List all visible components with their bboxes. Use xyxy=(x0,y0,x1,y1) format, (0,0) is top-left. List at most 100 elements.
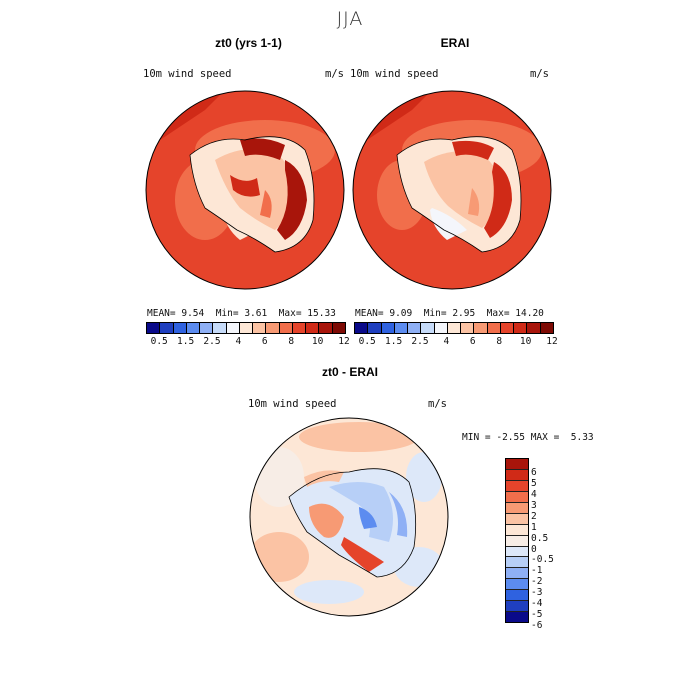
left-colorbar-swatch xyxy=(186,323,201,333)
diff-units-label: m/s xyxy=(428,398,447,410)
left-colorbar-swatch xyxy=(200,323,214,333)
diff-min-label: MIN = xyxy=(462,432,491,443)
right-colorbar-tick-label: 10 xyxy=(519,336,532,347)
diff-colorbar-swatch xyxy=(506,469,528,481)
diff-panel-title: zt0 - ERAI xyxy=(321,365,378,379)
diff-colorbar-swatch xyxy=(506,590,528,602)
left-mean-value: 9.54 xyxy=(181,308,205,319)
diff-colorbar-label: 6 xyxy=(531,467,537,479)
left-colorbar-ticks: 0.5 1.5 2.5 4 6 8 10 12 xyxy=(146,336,350,348)
left-wind-map xyxy=(145,90,345,290)
diff-colorbar-label: 0.5 xyxy=(531,532,549,544)
left-colorbar-swatch xyxy=(292,323,307,333)
diff-colorbar-swatch xyxy=(506,612,528,623)
diff-variable-label: 10m wind speed xyxy=(248,398,337,410)
right-colorbar-swatch xyxy=(381,323,395,333)
right-colorbar-swatch xyxy=(368,323,382,333)
diff-colorbar-swatch xyxy=(506,459,528,470)
right-colorbar-swatch xyxy=(421,323,435,333)
left-units-label: m/s xyxy=(325,68,344,80)
left-colorbar-tick-label: 1.5 xyxy=(177,336,195,347)
diff-colorbar-label: 5 xyxy=(531,478,537,490)
diff-colorbar-swatch xyxy=(506,579,528,591)
right-colorbar-swatch xyxy=(447,323,462,333)
left-colorbar-tick-label: 2.5 xyxy=(203,336,221,347)
diff-colorbar-swatch xyxy=(506,524,528,536)
right-min-value: 2.95 xyxy=(452,308,476,319)
right-colorbar-ticks: 0.5 1.5 2.5 4 6 8 10 12 xyxy=(354,336,558,348)
diff-min-value: -2.55 xyxy=(496,432,525,443)
left-colorbar-tick-label: 6 xyxy=(261,336,268,347)
left-colorbar-swatch xyxy=(226,323,240,333)
left-colorbar-swatch xyxy=(213,323,227,333)
diff-colorbar xyxy=(505,458,529,623)
diff-colorbar-label: 0 xyxy=(531,543,537,555)
diff-colorbar-label: 3 xyxy=(531,500,537,512)
left-colorbar-tick-label: 4 xyxy=(235,336,242,347)
diff-colorbar-label: -2 xyxy=(531,576,543,588)
right-colorbar-tick-label: 12 xyxy=(546,336,558,347)
diff-colorbar-label: -1 xyxy=(531,565,543,577)
diff-colorbar-swatch xyxy=(506,491,528,503)
diff-colorbar-swatch xyxy=(506,513,528,525)
diff-colorbar-swatch xyxy=(506,601,528,613)
diff-colorbar-label: -3 xyxy=(531,586,543,598)
right-colorbar-tick-label: 2.5 xyxy=(411,336,429,347)
left-colorbar-swatch xyxy=(160,323,174,333)
right-colorbar-tick-label: 1.5 xyxy=(385,336,403,347)
right-colorbar-swatch xyxy=(408,323,422,333)
figure-title: JJA xyxy=(336,8,364,30)
left-panel-title: zt0 (yrs 1-1) xyxy=(215,36,282,50)
left-colorbar-swatch xyxy=(253,323,267,333)
right-panel-title: ERAI xyxy=(440,36,470,50)
left-colorbar-tick-label: 10 xyxy=(311,336,324,347)
diff-colorbar-swatch xyxy=(506,568,528,580)
right-colorbar-tick-label: 4 xyxy=(443,336,450,347)
diff-colorbar-swatch xyxy=(506,480,528,492)
right-colorbar-swatch xyxy=(500,323,515,333)
left-colorbar-tick-label: 12 xyxy=(338,336,350,347)
right-max-value: 14.20 xyxy=(515,308,544,319)
right-mean-value: 9.09 xyxy=(389,308,413,319)
right-max-label: Max= xyxy=(486,308,510,319)
left-colorbar-swatch xyxy=(147,323,161,333)
diff-colorbar-label: -6 xyxy=(531,619,543,631)
left-mean-label: MEAN= xyxy=(147,308,176,319)
right-min-label: Min= xyxy=(423,308,447,319)
right-colorbar-swatch xyxy=(487,323,501,333)
diff-stats: MIN = -2.55 MAX = 5.33 xyxy=(462,432,594,443)
left-min-label: Min= xyxy=(215,308,239,319)
right-units-label: m/s xyxy=(530,68,549,80)
diff-colorbar-swatch xyxy=(506,535,528,547)
left-colorbar-swatch xyxy=(319,323,333,333)
right-colorbar-swatch xyxy=(461,323,475,333)
diff-max-label: MAX = xyxy=(530,432,560,443)
left-colorbar-swatch xyxy=(266,323,280,333)
right-colorbar-swatch xyxy=(434,323,448,333)
diff-colorbar-label: 2 xyxy=(531,510,537,522)
diff-colorbar-label: -5 xyxy=(531,608,543,620)
left-colorbar-swatch xyxy=(332,323,345,333)
left-min-value: 3.61 xyxy=(244,308,268,319)
left-colorbar-tick-label: 0.5 xyxy=(150,336,168,347)
right-stats: MEAN= 9.09 Min= 2.95 Max= 14.20 xyxy=(355,308,551,319)
diff-colorbar-swatch xyxy=(506,557,528,569)
right-wind-map xyxy=(352,90,552,290)
right-colorbar-tick-label: 6 xyxy=(469,336,476,347)
left-colorbar-swatch xyxy=(306,323,320,333)
right-mean-label: MEAN= xyxy=(355,308,384,319)
left-colorbar xyxy=(146,322,346,334)
diff-colorbar-labels: 6 5 4 3 2 1 0.5 0 -0.5 -1 -2 -3 -4 -5 -6 xyxy=(531,458,571,630)
left-colorbar-swatch xyxy=(173,323,187,333)
diff-colorbar-label: 1 xyxy=(531,521,537,533)
diff-wind-map xyxy=(249,417,449,617)
right-colorbar xyxy=(354,322,554,334)
left-stats: MEAN= 9.54 Min= 3.61 Max= 15.33 xyxy=(147,308,343,319)
left-colorbar-swatch xyxy=(239,323,254,333)
right-colorbar-tick-label: 8 xyxy=(496,336,503,347)
diff-colorbar-label: -0.5 xyxy=(531,554,554,566)
diff-max-value: 5.33 xyxy=(570,432,594,443)
right-colorbar-tick-label: 0.5 xyxy=(358,336,376,347)
right-variable-label: 10m wind speed xyxy=(350,68,439,80)
diff-colorbar-swatch xyxy=(506,546,528,558)
